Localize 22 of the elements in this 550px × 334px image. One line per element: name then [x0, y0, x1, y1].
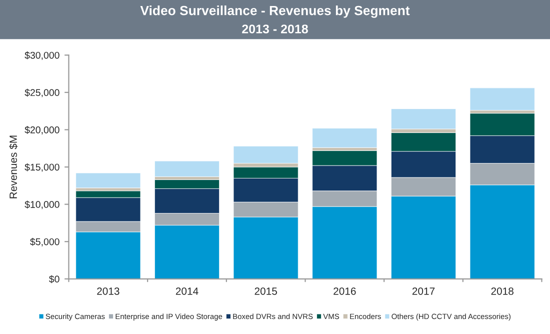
chart-title: Video Surveillance - Revenues by Segment [140, 6, 410, 18]
x-tick-label: 2017 [412, 288, 435, 295]
bar [233, 146, 298, 164]
y-tick-label: $5,000 [30, 238, 60, 246]
y-axis-title: Revenues $M [9, 136, 18, 198]
x-tick-label: 2016 [334, 288, 356, 295]
y-tick-label: $10,000 [24, 200, 60, 210]
y-tick-label: $25,000 [24, 88, 60, 98]
bar [154, 160, 220, 177]
x-tick-label: 2015 [254, 288, 277, 295]
x-tick-label: 2014 [176, 288, 198, 295]
y-tick-label: $0 [49, 275, 60, 284]
bar [312, 128, 378, 148]
y-tick-label: $20,000 [24, 126, 60, 134]
y-tick-label: $30,000 [24, 51, 60, 60]
y-tick-label: $15,000 [24, 163, 60, 172]
bar [390, 108, 456, 130]
chart-subtitle: 2013 - 2018 [242, 24, 308, 34]
x-tick-label: 2013 [97, 288, 120, 295]
x-tick-label: 2018 [491, 288, 514, 295]
bar [76, 172, 141, 188]
bar [470, 88, 535, 111]
